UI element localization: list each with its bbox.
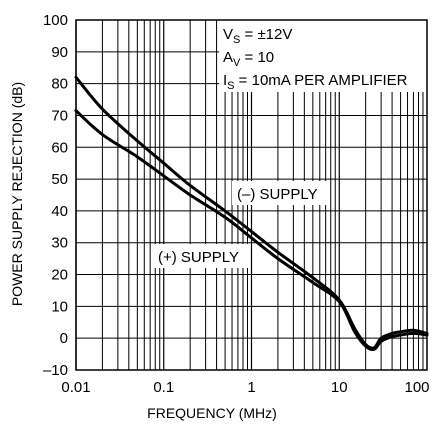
plus-supply-label-bg	[153, 244, 249, 268]
condition-line-vs: VS = ±12V	[223, 26, 292, 46]
conditions-annotation: VS = ±12V AV = 10 IS = 10mA PER AMPLIFIE…	[223, 26, 408, 92]
y-tick-label: 90	[51, 44, 68, 61]
condition-line-av: AV = 10	[223, 49, 274, 69]
x-axis-label: FREQUENCY (MHz)	[147, 405, 277, 421]
x-tick-labels: 0.01 0.1 1 10 100	[61, 379, 429, 396]
y-axis-label: POWER SUPPLY REJECTION (dB)	[9, 82, 25, 306]
minus-supply-curve	[74, 75, 429, 350]
conditions-box	[219, 20, 431, 92]
plot-frame	[75, 19, 428, 371]
y-tick-label: 100	[43, 12, 68, 29]
y-tick-label: 50	[51, 171, 68, 188]
y-tick-label: –10	[43, 362, 68, 379]
y-tick-label: 60	[51, 139, 68, 156]
plus-supply-curve	[74, 109, 429, 352]
y-tick-label: 10	[51, 298, 68, 315]
y-tick-label: 80	[51, 76, 68, 93]
series-label-plus-supply: (+) SUPPLY	[158, 249, 239, 266]
series-label-minus-supply: (–) SUPPLY	[237, 186, 318, 203]
x-tick-label: 0.1	[153, 379, 174, 396]
y-tick-label: 40	[51, 203, 68, 220]
y-tick-label: 0	[60, 330, 68, 347]
y-tick-label: 30	[51, 235, 68, 252]
y-tick-label: 20	[51, 267, 68, 284]
series-curves	[74, 75, 429, 352]
minus-supply-label-bg	[232, 181, 328, 205]
x-tick-label: 1	[247, 379, 255, 396]
x-tick-label: 0.01	[61, 379, 90, 396]
x-tick-label: 10	[331, 379, 348, 396]
x-tick-label: 100	[404, 379, 429, 396]
condition-line-is: IS = 10mA PER AMPLIFIER	[223, 72, 408, 92]
y-tick-label: 70	[51, 107, 68, 124]
